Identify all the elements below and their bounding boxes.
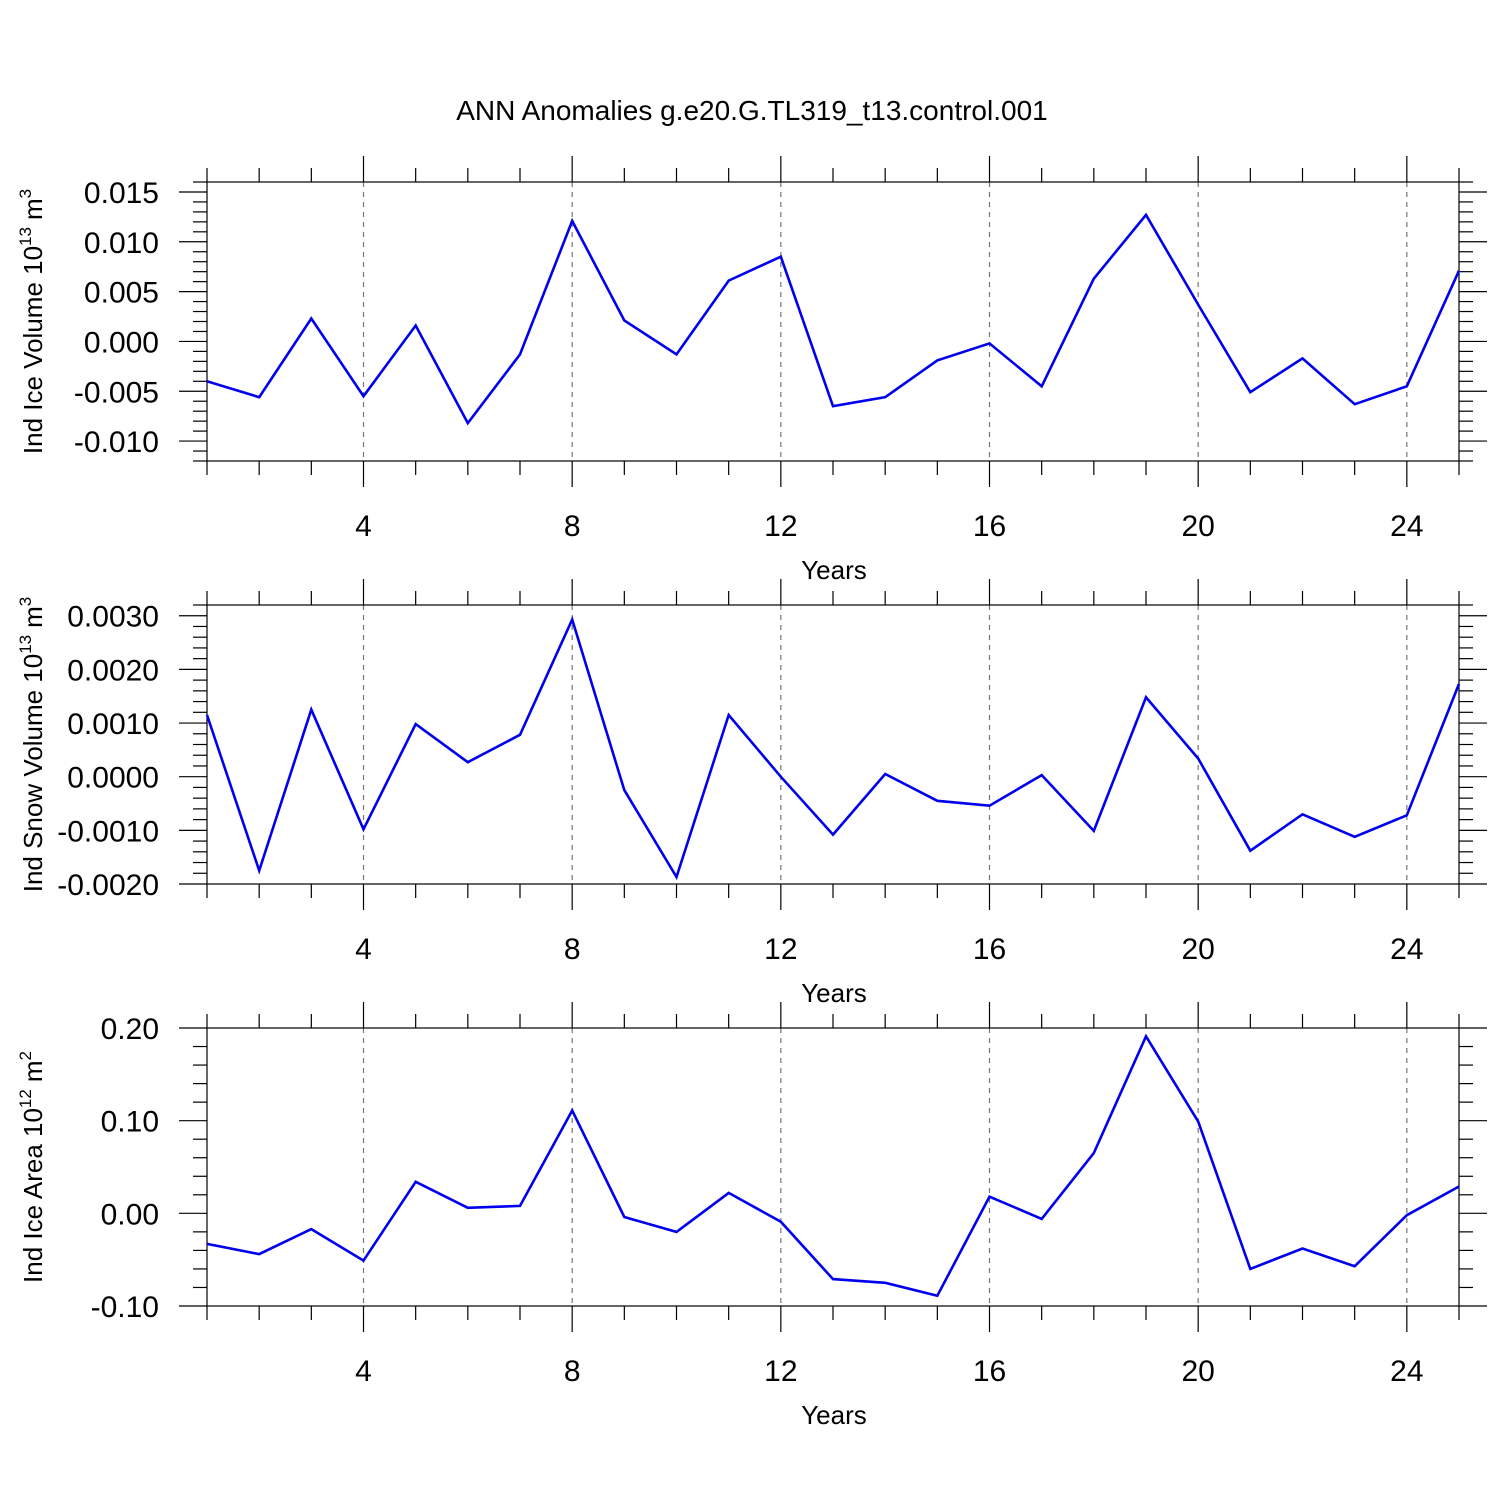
x-tick-label: 12 bbox=[764, 933, 797, 966]
y-axis-label-unit-exponent: 3 bbox=[16, 597, 35, 606]
y-tick-label: 0.0010 bbox=[67, 708, 159, 741]
y-tick-label: 0.000 bbox=[84, 326, 159, 359]
panel-2: -0.0020 -0.0010 0.0000 0.0010 0.0020 0.0030 4 8… bbox=[16, 579, 1487, 1008]
chart-title: ANN Anomalies g.e20.G.TL319_t13.control.… bbox=[456, 95, 1047, 126]
x-tick-label: 24 bbox=[1390, 933, 1423, 966]
x-tick-label: 16 bbox=[973, 510, 1006, 543]
x-tick-label: 20 bbox=[1181, 1355, 1214, 1388]
y-axis-label-exponent: 13 bbox=[16, 227, 35, 246]
y-tick-label: 0.20 bbox=[101, 1013, 159, 1046]
x-tick-label: 12 bbox=[764, 1355, 797, 1388]
x-tick-label: 24 bbox=[1390, 510, 1423, 543]
x-axis-label: Years bbox=[801, 1400, 867, 1430]
y-axis-label-unit-exponent: 2 bbox=[16, 1051, 35, 1060]
x-tick-label: 20 bbox=[1181, 933, 1214, 966]
y-tick-label: 0.015 bbox=[84, 177, 159, 210]
series-line bbox=[205, 615, 1461, 881]
y-axis-label-exponent: 12 bbox=[16, 1089, 35, 1108]
x-tick-label: 24 bbox=[1390, 1355, 1423, 1388]
y-tick-label: 0.0000 bbox=[67, 762, 159, 795]
y-axis-label-unit: m bbox=[18, 198, 48, 220]
x-tick-label: 8 bbox=[564, 510, 581, 543]
series-line bbox=[206, 1033, 1460, 1298]
y-tick-label: -0.0010 bbox=[57, 815, 159, 848]
y-axis-label-unit: m bbox=[18, 1060, 48, 1082]
y-tick-label: 0.010 bbox=[84, 227, 159, 260]
x-tick-label: 20 bbox=[1181, 510, 1214, 543]
y-tick-label: 0.10 bbox=[101, 1106, 159, 1139]
y-tick-label: -0.10 bbox=[91, 1291, 159, 1324]
x-axis-label: Years bbox=[801, 978, 867, 1008]
panel-3: -0.10 0.00 0.10 0.20 4 8 12 16 20 24 Years Ind Ice … bbox=[16, 1002, 1487, 1430]
y-axis-label-exponent: 13 bbox=[16, 635, 35, 654]
x-tick-label: 12 bbox=[764, 510, 797, 543]
x-tick-label: 4 bbox=[355, 510, 372, 543]
y-tick-label: 0.00 bbox=[101, 1198, 159, 1231]
y-axis-label: Ind Snow Volume 1013 m3 bbox=[16, 597, 48, 893]
x-tick-label: 16 bbox=[973, 933, 1006, 966]
x-axis-label: Years bbox=[801, 555, 867, 585]
x-tick-label: 4 bbox=[355, 933, 372, 966]
y-axis-label-text: Ind Ice Area 10 bbox=[18, 1108, 48, 1283]
y-tick-label: -0.010 bbox=[74, 426, 159, 459]
series-line bbox=[206, 212, 1461, 426]
panel-1: -0.010 -0.005 0.000 0.005 0.010 0.015 4 8 12 16 20… bbox=[16, 156, 1487, 585]
y-axis-label: Ind Ice Volume 1013 m3 bbox=[16, 189, 48, 454]
plot-frame bbox=[206, 1027, 1460, 1307]
x-tick-label: 8 bbox=[564, 1355, 581, 1388]
y-tick-label: 0.0030 bbox=[67, 601, 159, 634]
y-axis-label-text: Ind Ice Volume 10 bbox=[18, 246, 48, 454]
plot-frame bbox=[206, 604, 1460, 885]
plot-frame bbox=[206, 181, 1460, 462]
y-tick-label: -0.0020 bbox=[57, 869, 159, 902]
y-tick-label: 0.0020 bbox=[67, 654, 159, 687]
x-tick-label: 8 bbox=[564, 933, 581, 966]
x-tick-label: 16 bbox=[973, 1355, 1006, 1388]
y-tick-label: 0.005 bbox=[84, 277, 159, 310]
y-axis-label: Ind Ice Area 1012 m2 bbox=[16, 1051, 48, 1283]
x-tick-label: 4 bbox=[355, 1355, 372, 1388]
y-axis-label-unit: m bbox=[18, 606, 48, 628]
y-tick-label: -0.005 bbox=[74, 376, 159, 409]
y-axis-label-unit-exponent: 3 bbox=[16, 189, 35, 198]
y-axis-label-text: Ind Snow Volume 10 bbox=[18, 654, 48, 893]
